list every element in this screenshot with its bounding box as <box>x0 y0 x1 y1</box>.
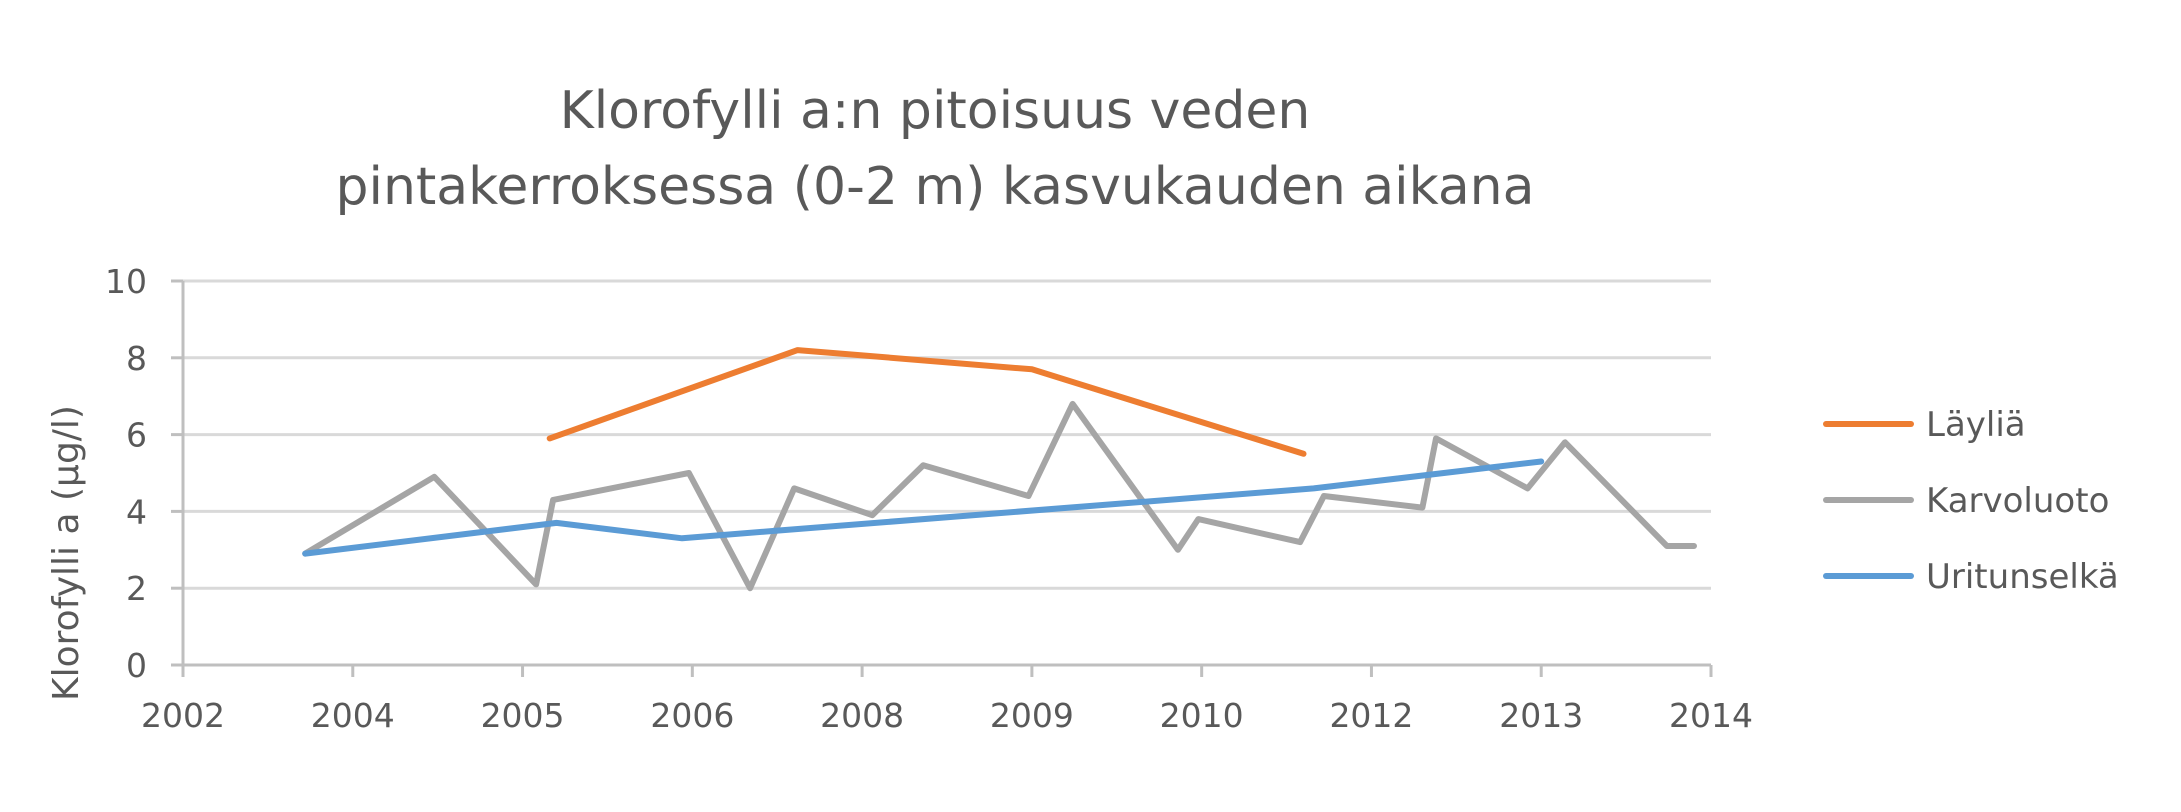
legend-label: Uritunselkä <box>1926 557 2119 597</box>
y-tick-label: 0 <box>126 646 147 685</box>
x-tick-label: 2008 <box>820 696 904 735</box>
series-line-0 <box>546 347 1307 457</box>
series-line-2 <box>302 458 1545 557</box>
y-tick-label: 10 <box>105 262 147 301</box>
legend-label: Läyliä <box>1926 405 2026 445</box>
gridlines <box>183 279 1711 590</box>
y-tick-label: 8 <box>126 339 147 378</box>
y-axis-title: Klorofylli a (µg/l) <box>46 405 87 701</box>
chart-title-line-1: Klorofylli a:n pitoisuus veden <box>560 81 1311 141</box>
x-tick-label: 2009 <box>990 696 1074 735</box>
x-tick-label: 2014 <box>1669 696 1753 735</box>
y-tick-label: 4 <box>126 492 147 531</box>
x-tick-label: 2012 <box>1329 696 1413 735</box>
legend: Läyliä Karvoluoto Uritunselkä <box>1823 405 2119 597</box>
legend-label: Karvoluoto <box>1926 481 2109 521</box>
series-line-1 <box>302 400 1697 592</box>
x-tick-label: 2005 <box>481 696 565 735</box>
x-tick-label: 2010 <box>1160 696 1244 735</box>
series-lines <box>302 347 1697 592</box>
chart-title-line-2: pintakerroksessa (0-2 m) kasvukauden aik… <box>335 157 1534 217</box>
x-tick-label: 2004 <box>311 696 395 735</box>
axes: 0 2 4 6 8 10 2002 2004 2005 2006 2008 2009 2010 2012 2… <box>105 262 1753 735</box>
x-tick-label: 2006 <box>650 696 734 735</box>
x-tick-label: 2013 <box>1499 696 1583 735</box>
y-tick-label: 2 <box>126 569 147 608</box>
y-tick-label: 6 <box>126 416 147 455</box>
chart-title: Klorofylli a:n pitoisuus veden pintakerr… <box>335 81 1534 217</box>
x-tick-label: 2002 <box>141 696 225 735</box>
